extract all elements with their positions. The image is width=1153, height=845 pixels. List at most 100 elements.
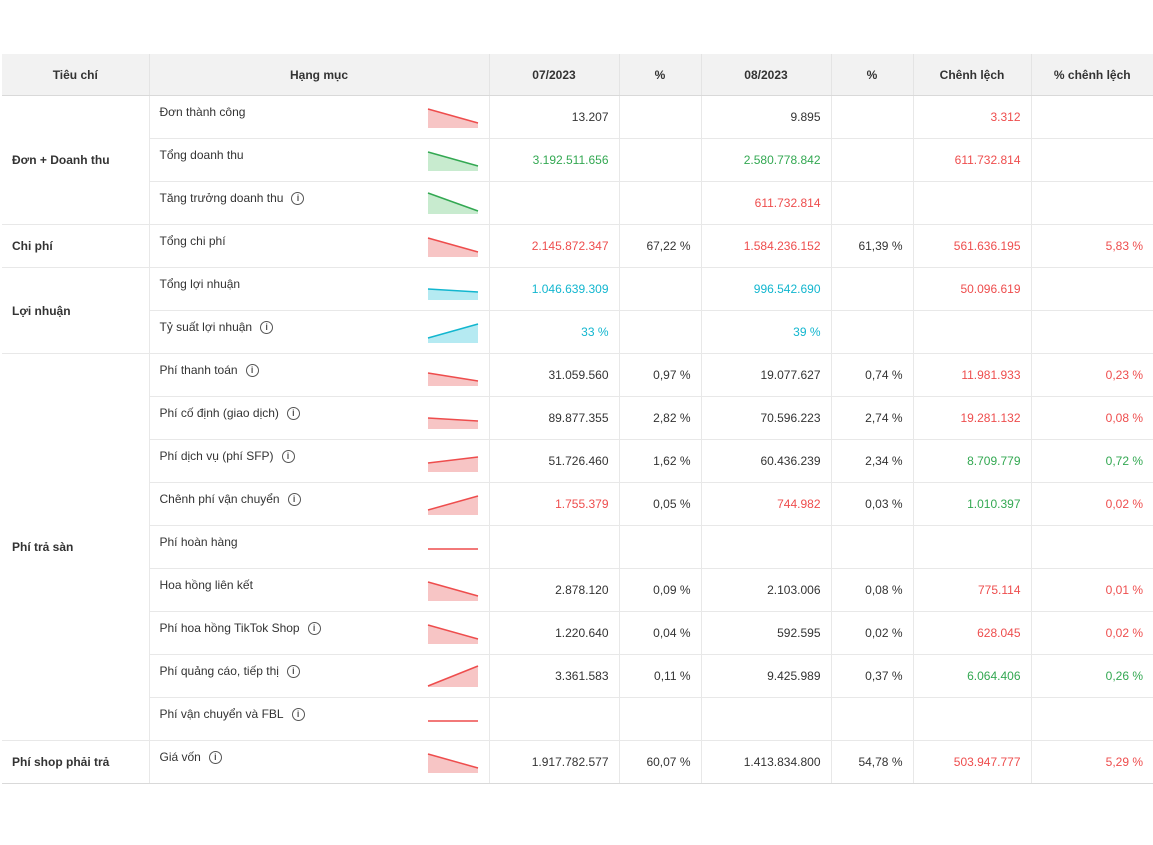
table-row: Phí dịch vụ (phí SFP) i 51.726.460 1,62 % 60… (2, 439, 1153, 483)
pct-08: 2,34 % (831, 439, 914, 483)
group-label: Chi phí (2, 224, 150, 268)
sparkline-line (427, 192, 478, 212)
category-cell: Đơn thành công (149, 95, 490, 139)
difference-value: 50.096.619 (913, 267, 1032, 311)
sparkline-line (427, 323, 478, 339)
info-icon[interactable]: i (260, 320, 274, 334)
difference-pct (1031, 95, 1153, 139)
pct-07: 0,09 % (619, 568, 702, 612)
header-pct-07: % (619, 54, 702, 96)
trend-sparkline (427, 665, 478, 687)
group-label: Lợi nhuận (2, 267, 150, 354)
category-cell: Tổng lợi nhuận (149, 267, 490, 311)
pct-08 (831, 697, 914, 741)
difference-value (913, 697, 1032, 741)
info-icon[interactable]: i (287, 492, 301, 506)
difference-pct (1031, 310, 1153, 354)
sparkline-line (427, 495, 478, 511)
value-07: 1.917.782.577 (489, 740, 620, 784)
pct-07 (619, 181, 702, 225)
sparkline-line (427, 665, 478, 687)
table-row: Tổng doanh thu 3.192.511.656 2.580.778.842… (2, 138, 1153, 182)
difference-value: 6.064.406 (913, 654, 1032, 698)
category-cell: Phí vận chuyển và FBL i (149, 697, 490, 741)
sparkline-area (427, 324, 478, 343)
value-07: 51.726.460 (489, 439, 620, 483)
pct-08 (831, 138, 914, 182)
category-label: Phí hoa hồng TikTok Shop (159, 621, 300, 635)
pct-07: 0,97 % (619, 353, 702, 397)
trend-sparkline (427, 108, 478, 128)
category-cell: Hoa hồng liên kết (149, 568, 490, 612)
category-label: Tổng doanh thu (159, 148, 244, 162)
value-07: 1.220.640 (489, 611, 620, 655)
info-icon[interactable]: i (291, 191, 305, 205)
difference-value: 775.114 (913, 568, 1032, 612)
value-08 (701, 525, 832, 569)
sparkline-line (427, 108, 478, 124)
difference-value: 503.947.777 (913, 740, 1032, 784)
value-07: 89.877.355 (489, 396, 620, 440)
table-row: Phí vận chuyển và FBL i (2, 697, 1153, 741)
sparkline-area (427, 152, 478, 171)
pct-08: 61,39 % (831, 224, 914, 268)
pct-07: 1,62 % (619, 439, 702, 483)
pct-07: 0,04 % (619, 611, 702, 655)
value-07: 13.207 (489, 95, 620, 139)
category-label: Phí cố định (giao dịch) (159, 406, 279, 420)
difference-pct: 0,02 % (1031, 611, 1153, 655)
difference-value (913, 525, 1032, 569)
table-header-row: Tiêu chí Hạng mục 07/2023 % 08/2023 % Ch… (2, 54, 1153, 96)
value-07: 31.059.560 (489, 353, 620, 397)
difference-value: 19.281.132 (913, 396, 1032, 440)
value-07 (489, 525, 620, 569)
table-row: Phí hoàn hàng (2, 525, 1153, 569)
difference-pct: 5,29 % (1031, 740, 1153, 784)
pct-07: 60,07 % (619, 740, 702, 784)
sparkline-area (427, 625, 478, 644)
group-label: Đơn + Doanh thu (2, 95, 150, 225)
info-icon[interactable]: i (286, 406, 300, 420)
value-07 (489, 181, 620, 225)
header-difference: Chênh lệch (913, 54, 1032, 96)
pct-08: 0,03 % (831, 482, 914, 526)
trend-sparkline (427, 720, 478, 722)
info-icon[interactable]: i (245, 363, 259, 377)
value-07: 1.755.379 (489, 482, 620, 526)
difference-pct: 0,02 % (1031, 482, 1153, 526)
trend-sparkline (427, 624, 478, 644)
category-cell: Phí thanh toán i (149, 353, 490, 397)
pct-08 (831, 95, 914, 139)
trend-sparkline (427, 753, 478, 773)
header-criteria: Tiêu chí (2, 54, 150, 96)
value-08: 744.982 (701, 482, 832, 526)
group-label: Phí trả sàn (2, 353, 150, 741)
value-08 (701, 697, 832, 741)
info-icon[interactable]: i (286, 664, 300, 678)
value-08: 60.436.239 (701, 439, 832, 483)
pct-08: 0,08 % (831, 568, 914, 612)
trend-sparkline (427, 495, 478, 515)
category-label: Phí hoàn hàng (159, 535, 238, 549)
info-icon[interactable]: i (208, 750, 222, 764)
value-08: 1.584.236.152 (701, 224, 832, 268)
value-08: 2.580.778.842 (701, 138, 832, 182)
table-row: Tỷ suất lợi nhuận i 33 % 39 % (2, 310, 1153, 354)
pct-07: 2,82 % (619, 396, 702, 440)
info-icon[interactable]: i (281, 449, 295, 463)
difference-pct (1031, 138, 1153, 182)
category-cell: Phí hoa hồng TikTok Shop i (149, 611, 490, 655)
pct-08 (831, 525, 914, 569)
info-icon[interactable]: i (291, 707, 305, 721)
difference-pct: 0,23 % (1031, 353, 1153, 397)
category-cell: Phí dịch vụ (phí SFP) i (149, 439, 490, 483)
info-icon[interactable]: i (307, 621, 321, 635)
category-cell: Tăng trưởng doanh thu i (149, 181, 490, 225)
header-month-08: 08/2023 (701, 54, 832, 96)
value-07: 2.145.872.347 (489, 224, 620, 268)
category-label: Đơn thành công (159, 105, 246, 119)
value-07: 1.046.639.309 (489, 267, 620, 311)
difference-value: 628.045 (913, 611, 1032, 655)
table-row: Lợi nhuận Tổng lợi nhuận 1.046.639.309 996.… (2, 267, 1153, 354)
trend-sparkline (427, 237, 478, 257)
